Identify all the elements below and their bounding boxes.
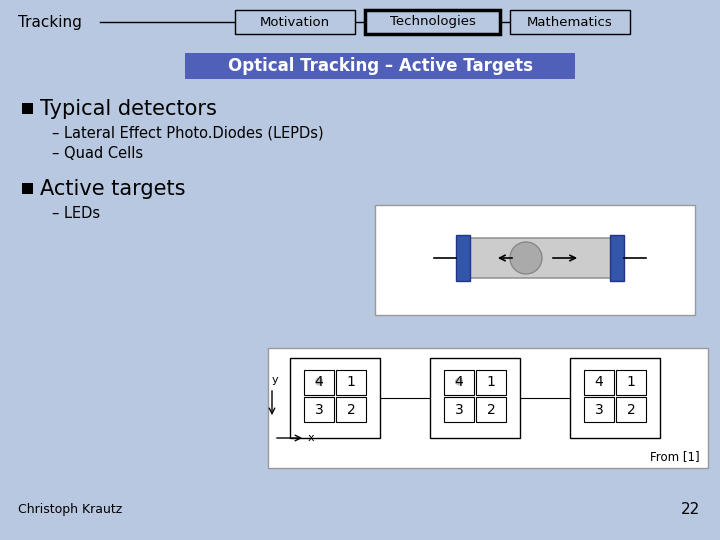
Text: Optical Tracking – Active Targets: Optical Tracking – Active Targets bbox=[228, 57, 533, 75]
FancyBboxPatch shape bbox=[616, 397, 646, 422]
Text: Christoph Krautz: Christoph Krautz bbox=[18, 503, 122, 516]
FancyBboxPatch shape bbox=[444, 370, 474, 395]
Text: y: y bbox=[272, 375, 279, 385]
Text: 1: 1 bbox=[626, 375, 636, 389]
FancyBboxPatch shape bbox=[430, 358, 520, 438]
FancyBboxPatch shape bbox=[185, 53, 575, 79]
FancyBboxPatch shape bbox=[610, 235, 624, 281]
Text: 2: 2 bbox=[487, 402, 495, 416]
Text: 4: 4 bbox=[315, 375, 323, 389]
Text: 3: 3 bbox=[315, 402, 323, 416]
Circle shape bbox=[579, 364, 651, 436]
FancyBboxPatch shape bbox=[468, 238, 612, 278]
Text: x: x bbox=[308, 433, 315, 443]
Text: Motivation: Motivation bbox=[260, 16, 330, 29]
FancyBboxPatch shape bbox=[336, 397, 366, 422]
FancyBboxPatch shape bbox=[304, 397, 334, 422]
FancyBboxPatch shape bbox=[22, 183, 33, 194]
Text: 4: 4 bbox=[454, 375, 464, 389]
FancyBboxPatch shape bbox=[584, 397, 614, 422]
Text: Typical detectors: Typical detectors bbox=[40, 99, 217, 119]
Text: 1: 1 bbox=[346, 375, 356, 389]
Circle shape bbox=[455, 377, 463, 386]
FancyBboxPatch shape bbox=[584, 370, 614, 395]
Text: 2: 2 bbox=[346, 402, 356, 416]
Circle shape bbox=[510, 242, 542, 274]
FancyBboxPatch shape bbox=[235, 10, 355, 34]
Text: Technologies: Technologies bbox=[390, 16, 475, 29]
Text: – Quad Cells: – Quad Cells bbox=[52, 145, 143, 160]
Text: 3: 3 bbox=[595, 402, 603, 416]
Circle shape bbox=[315, 377, 323, 386]
Text: 22: 22 bbox=[680, 503, 700, 517]
FancyBboxPatch shape bbox=[456, 235, 470, 281]
FancyBboxPatch shape bbox=[510, 10, 630, 34]
FancyBboxPatch shape bbox=[375, 205, 695, 315]
Text: – LEDs: – LEDs bbox=[52, 206, 100, 220]
FancyBboxPatch shape bbox=[616, 370, 646, 395]
FancyBboxPatch shape bbox=[336, 370, 366, 395]
FancyBboxPatch shape bbox=[570, 358, 660, 438]
FancyBboxPatch shape bbox=[290, 358, 380, 438]
Text: From [1]: From [1] bbox=[650, 450, 700, 463]
Text: 4: 4 bbox=[595, 375, 603, 389]
FancyBboxPatch shape bbox=[304, 370, 334, 395]
Text: Active targets: Active targets bbox=[40, 179, 186, 199]
Text: 3: 3 bbox=[454, 402, 464, 416]
Text: 1: 1 bbox=[487, 375, 495, 389]
Text: – Lateral Effect Photo.Diodes (LEPDs): – Lateral Effect Photo.Diodes (LEPDs) bbox=[52, 125, 323, 140]
FancyBboxPatch shape bbox=[476, 370, 506, 395]
Text: Mathematics: Mathematics bbox=[527, 16, 613, 29]
FancyBboxPatch shape bbox=[268, 348, 708, 468]
Text: 2: 2 bbox=[626, 402, 635, 416]
FancyBboxPatch shape bbox=[22, 103, 33, 114]
FancyBboxPatch shape bbox=[444, 397, 474, 422]
FancyBboxPatch shape bbox=[365, 10, 500, 34]
Text: Tracking: Tracking bbox=[18, 15, 82, 30]
FancyBboxPatch shape bbox=[476, 397, 506, 422]
